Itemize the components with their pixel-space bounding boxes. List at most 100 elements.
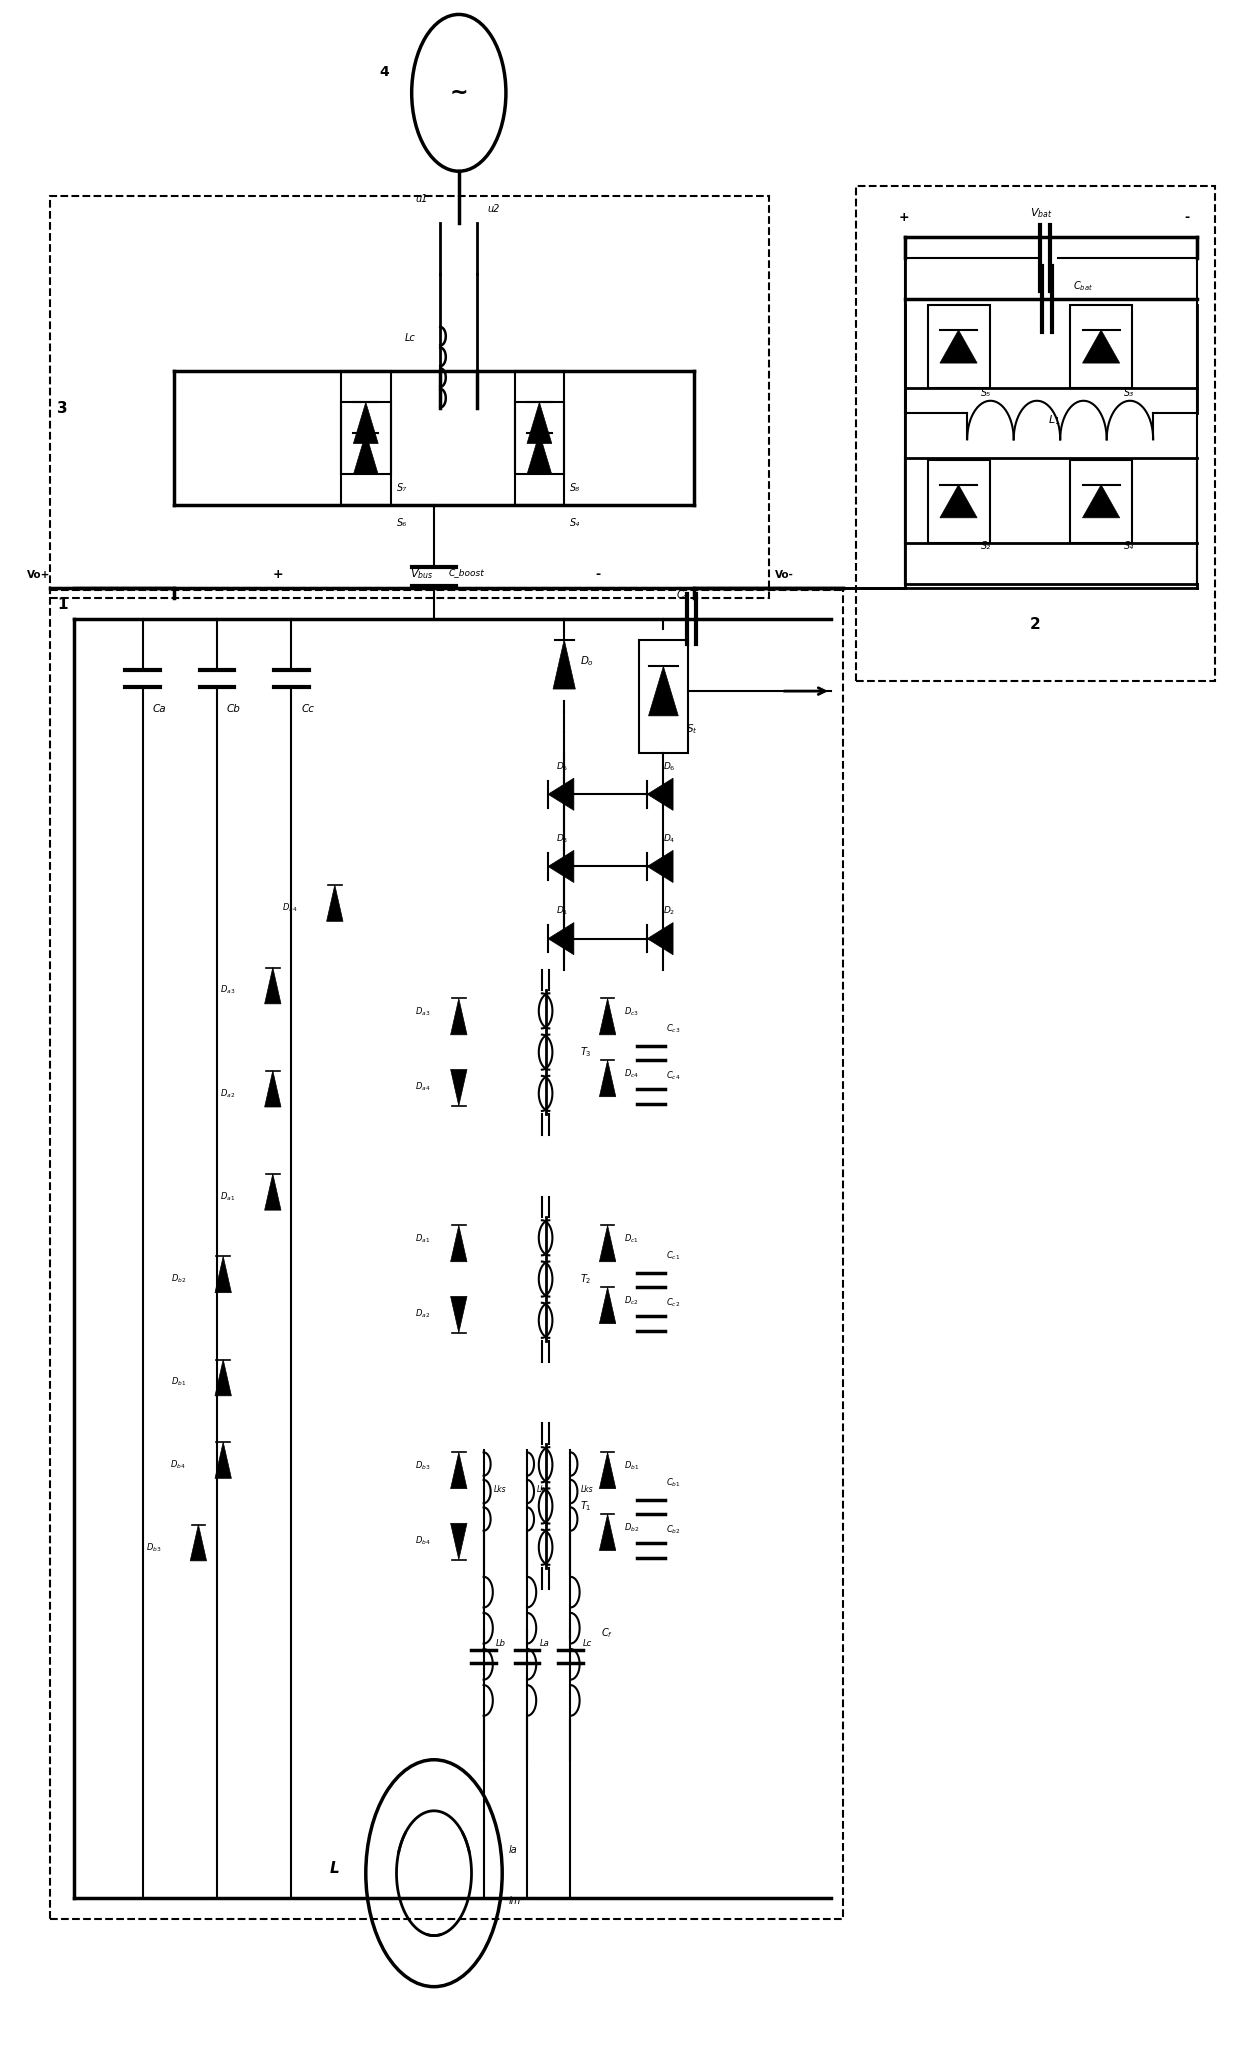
Text: $D_{a3}$: $D_{a3}$	[415, 1007, 430, 1019]
Text: Ca: Ca	[153, 703, 166, 714]
Text: $D_{c4}$: $D_{c4}$	[624, 1069, 639, 1081]
Text: La: La	[539, 1640, 549, 1648]
Text: $D_{c3}$: $D_{c3}$	[624, 1007, 639, 1019]
Polygon shape	[215, 1360, 232, 1397]
Bar	[50, 196, 769, 598]
Text: $D_{b4}$: $D_{b4}$	[170, 1459, 186, 1471]
Bar	[515, 371, 564, 474]
Text: Lс: Lс	[404, 334, 415, 342]
Bar	[515, 402, 564, 505]
Text: $D_{a4}$: $D_{a4}$	[415, 1081, 430, 1093]
Polygon shape	[264, 1174, 281, 1211]
Text: $C_f$: $C_f$	[601, 1626, 614, 1640]
Polygon shape	[190, 1525, 207, 1562]
Polygon shape	[599, 1287, 616, 1324]
Polygon shape	[527, 402, 552, 444]
Text: -: -	[1184, 210, 1189, 223]
Text: Cc: Cc	[301, 703, 314, 714]
Text: S₄: S₄	[570, 518, 580, 528]
Text: $D_{b3}$: $D_{b3}$	[415, 1461, 430, 1473]
Text: $C_{b1}$: $C_{b1}$	[666, 1477, 681, 1489]
Polygon shape	[353, 433, 378, 474]
Text: S₄: S₄	[1123, 541, 1133, 551]
Polygon shape	[1083, 330, 1120, 363]
Bar	[928, 305, 990, 388]
Text: +: +	[899, 210, 910, 223]
Text: lm: lm	[508, 1896, 521, 1906]
Polygon shape	[527, 433, 552, 474]
Polygon shape	[599, 1060, 616, 1098]
Text: $D_{b1}$: $D_{b1}$	[624, 1461, 639, 1473]
Text: S₂: S₂	[981, 541, 991, 551]
Polygon shape	[553, 640, 575, 689]
Polygon shape	[450, 1452, 467, 1489]
Polygon shape	[548, 850, 574, 883]
Bar	[1070, 305, 1132, 388]
Bar	[341, 371, 391, 474]
Polygon shape	[450, 1522, 467, 1560]
Text: -: -	[595, 567, 600, 580]
Polygon shape	[450, 1069, 467, 1106]
Text: $D_6$: $D_6$	[663, 761, 676, 774]
Text: +: +	[273, 567, 284, 580]
Text: Lks: Lks	[580, 1485, 593, 1494]
Text: Lc: Lc	[583, 1640, 591, 1648]
Text: $D_5$: $D_5$	[556, 761, 568, 774]
Text: $C_{c4}$: $C_{c4}$	[666, 1071, 681, 1083]
Text: Lks: Lks	[537, 1485, 549, 1494]
Polygon shape	[940, 485, 977, 518]
Text: $D_2$: $D_2$	[663, 906, 676, 918]
Text: $D_3$: $D_3$	[556, 833, 568, 846]
Text: $T_2$: $T_2$	[580, 1273, 591, 1285]
Polygon shape	[450, 998, 467, 1036]
Text: $D_{b3}$: $D_{b3}$	[146, 1541, 161, 1553]
Polygon shape	[649, 666, 678, 716]
Text: ~: ~	[449, 83, 469, 103]
Text: la: la	[508, 1844, 517, 1855]
Polygon shape	[647, 778, 673, 811]
Text: $D_o$: $D_o$	[580, 654, 594, 668]
Text: $C_{c3}$: $C_{c3}$	[666, 1023, 681, 1036]
Polygon shape	[548, 778, 574, 811]
Text: $L_1$: $L_1$	[1048, 413, 1060, 427]
Text: $V_{bus}$: $V_{bus}$	[410, 567, 433, 582]
Bar	[856, 186, 1215, 681]
Text: u1: u1	[415, 194, 428, 204]
Polygon shape	[599, 1452, 616, 1489]
Bar	[639, 640, 688, 753]
Text: $V_{bat}$: $V_{bat}$	[1030, 206, 1053, 221]
Text: $C_o$: $C_o$	[676, 588, 688, 602]
Text: u2: u2	[487, 204, 500, 215]
Text: $C_{b2}$: $C_{b2}$	[666, 1525, 681, 1537]
Polygon shape	[264, 968, 281, 1005]
Bar	[50, 588, 843, 1919]
Text: $C_{c2}$: $C_{c2}$	[666, 1298, 680, 1310]
Text: Vo+: Vo+	[27, 569, 51, 580]
Polygon shape	[599, 1225, 616, 1263]
Text: $D_{a1}$: $D_{a1}$	[221, 1190, 236, 1203]
Text: $C_{bat}$: $C_{bat}$	[1073, 279, 1092, 293]
Polygon shape	[940, 330, 977, 363]
Text: $D_{a1}$: $D_{a1}$	[415, 1234, 430, 1246]
Text: $D_1$: $D_1$	[556, 906, 568, 918]
Text: 2: 2	[1030, 617, 1040, 631]
Polygon shape	[647, 922, 673, 955]
Text: $D_{a2}$: $D_{a2}$	[415, 1308, 430, 1320]
Text: Vo-: Vo-	[775, 569, 794, 580]
Text: $D_{c1}$: $D_{c1}$	[624, 1234, 639, 1246]
Text: $C_{c1}$: $C_{c1}$	[666, 1250, 680, 1263]
Text: S₃: S₃	[1123, 388, 1133, 398]
Text: Lks: Lks	[494, 1485, 506, 1494]
Polygon shape	[215, 1442, 232, 1479]
Text: $D_{b2}$: $D_{b2}$	[624, 1522, 639, 1535]
Text: S₈: S₈	[570, 483, 580, 493]
Polygon shape	[1083, 485, 1120, 518]
Text: 4: 4	[379, 66, 389, 78]
Text: $S_t$: $S_t$	[686, 722, 697, 736]
Polygon shape	[599, 1514, 616, 1551]
Polygon shape	[264, 1071, 281, 1108]
Text: $D_{a2}$: $D_{a2}$	[221, 1087, 236, 1100]
Text: 1: 1	[57, 596, 67, 611]
Polygon shape	[548, 922, 574, 955]
Text: S₆: S₆	[397, 518, 407, 528]
